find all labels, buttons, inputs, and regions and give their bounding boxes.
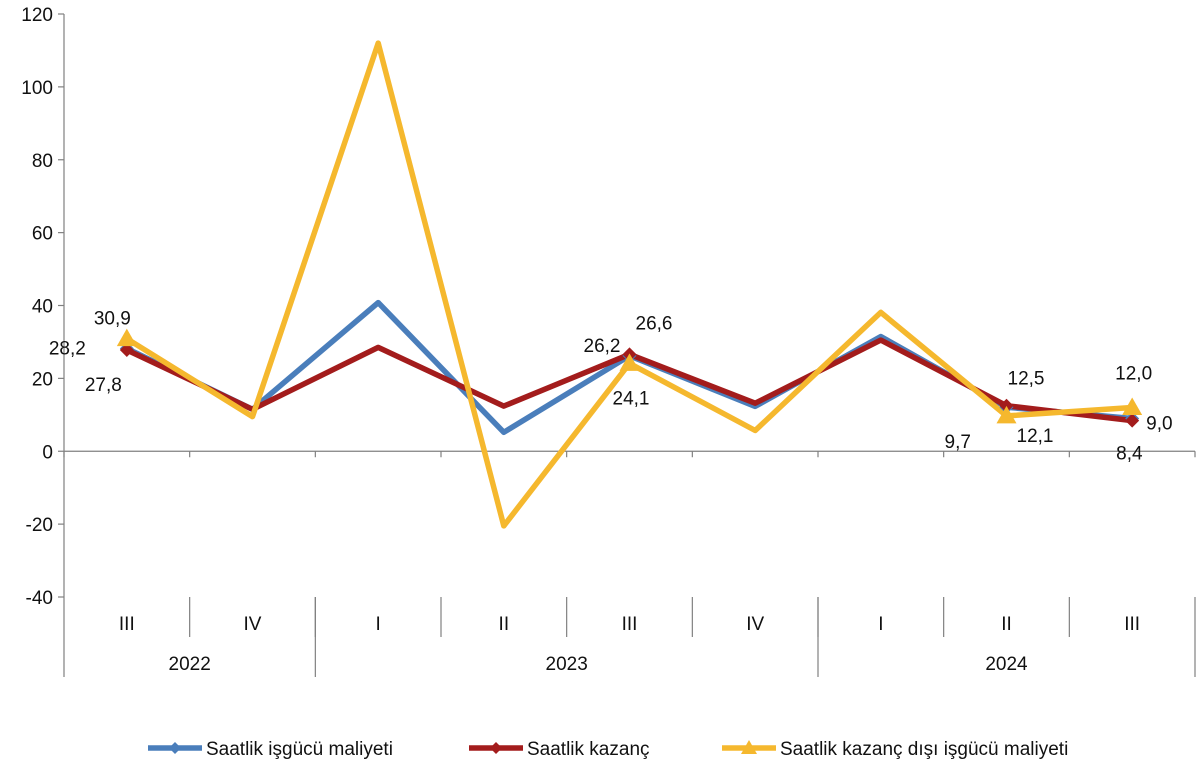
legend-marker-2	[490, 742, 502, 754]
y-tick-label: 20	[32, 369, 53, 390]
data-label: 26,6	[636, 313, 673, 334]
legend-marker-1	[169, 742, 181, 754]
y-tick-label: 100	[21, 78, 53, 99]
x-category-label: IV	[746, 614, 764, 635]
x-category-label: III	[1124, 614, 1140, 635]
x-category-label: II	[499, 614, 510, 635]
data-label: 26,2	[584, 336, 621, 357]
x-category-label: III	[119, 614, 135, 635]
series-marker-2	[999, 398, 1014, 413]
data-label: 8,4	[1116, 444, 1143, 465]
legend-label-2: Saatlik kazanç	[527, 739, 650, 760]
series-marker-3	[1122, 397, 1143, 416]
y-tick-label: 60	[32, 224, 53, 245]
series-marker-3	[116, 328, 137, 347]
data-label: 28,2	[49, 338, 86, 359]
legend-label-1: Saatlik işgücü maliyeti	[206, 739, 393, 760]
x-year-label: 2022	[169, 654, 211, 675]
series-marker-2	[119, 342, 134, 357]
data-labels: 30,9 28,2 27,8 26,2 26,6 24,1 12,5 9,7 12,1 12,0 9…	[49, 309, 1173, 465]
series-line-3	[124, 40, 1135, 529]
data-label: 9,7	[945, 432, 971, 453]
data-label: 12,0	[1115, 364, 1152, 385]
series-marker-3	[996, 405, 1017, 424]
x-category-label: I	[878, 614, 883, 635]
y-tick-label: -40	[26, 588, 53, 609]
data-label: 12,1	[1017, 426, 1054, 447]
x-category-label: II	[1001, 614, 1012, 635]
data-label: 27,8	[85, 375, 122, 396]
legend-marker-3	[741, 740, 757, 754]
legend: Saatlik işgücü maliyeti Saatlik kazanç Saa…	[148, 739, 1068, 760]
series-marker-2	[1125, 413, 1140, 428]
x-year-label: 2024	[985, 654, 1028, 675]
data-label: 24,1	[613, 388, 650, 409]
x-category-label: IV	[244, 614, 262, 635]
series-markers	[116, 328, 1143, 428]
y-tick-label: -20	[26, 515, 53, 536]
y-tick-label: 40	[32, 297, 53, 318]
data-label: 30,9	[94, 309, 131, 330]
y-tick-label: 0	[42, 442, 53, 463]
x-category-label: III	[622, 614, 638, 635]
y-tick-label: 80	[32, 151, 53, 172]
y-tick-label: 120	[21, 5, 53, 26]
x-year-label: 2023	[546, 654, 588, 675]
data-label: 12,5	[1008, 369, 1045, 390]
data-label: 9,0	[1146, 413, 1172, 434]
series-marker-3	[619, 353, 640, 371]
series-lines	[124, 40, 1135, 529]
legend-label-3: Saatlik kazanç dışı işgücü maliyeti	[780, 739, 1068, 760]
x-category-label: I	[376, 614, 381, 635]
